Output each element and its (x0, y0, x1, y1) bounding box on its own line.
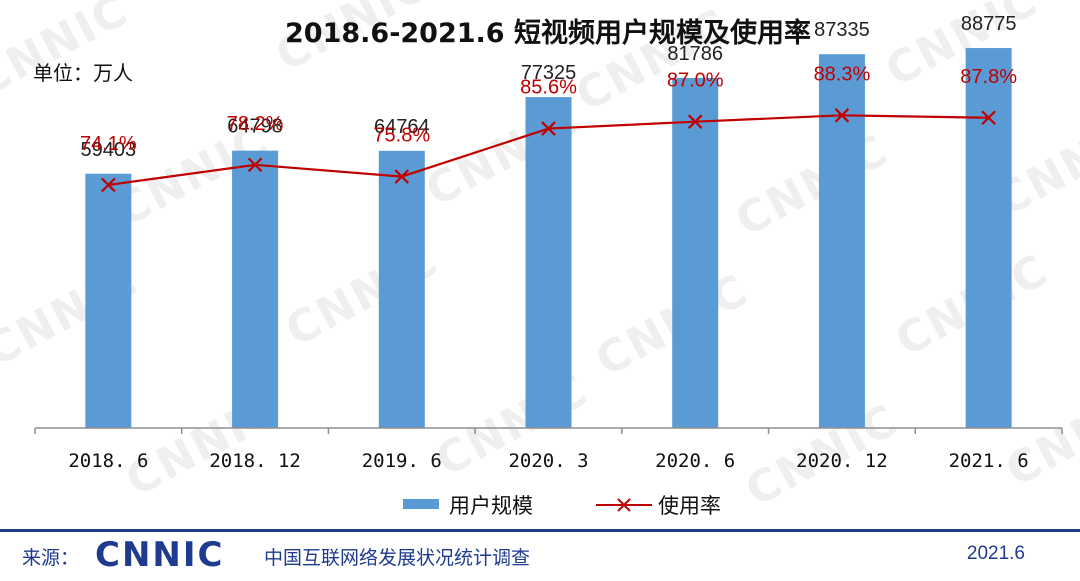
x-tick-label-6: 2021. 6 (949, 450, 1029, 472)
rate-value-label-6: 87.8% (960, 66, 1017, 88)
x-tick-label-5: 2020. 12 (796, 450, 888, 472)
bar-users-1 (232, 150, 279, 429)
bar-users-6 (965, 48, 1012, 428)
legend-swatch-users (403, 499, 439, 509)
bar-users-3 (525, 97, 572, 428)
bar-value-label-3: 77325 (521, 62, 577, 84)
bar-value-label-2: 64764 (374, 116, 430, 138)
rate-marker-2 (394, 169, 410, 184)
bar-value-label-1: 64798 (227, 116, 283, 138)
bar-value-label-4: 81786 (667, 43, 723, 65)
rate-value-label-3: 85.6% (520, 77, 577, 99)
rate-marker-4 (687, 114, 703, 129)
legend-label-rate: 使用率 (658, 494, 721, 518)
bar-users-2 (378, 150, 425, 429)
rate-marker-3 (541, 121, 556, 136)
rate-marker-5 (834, 108, 850, 123)
chart-title: 2018.6-2021.6 短视频用户规模及使用率 (285, 17, 811, 49)
bar-value-label-0: 59403 (81, 139, 137, 161)
unit-label: 单位：万人 (33, 61, 133, 85)
bar-users-5 (818, 54, 865, 428)
bar-users-0 (85, 173, 132, 428)
rate-value-label-0: 74.1% (80, 133, 137, 155)
bar-value-label-5: 87335 (814, 19, 870, 41)
legend: 用户规模 使用率 (403, 494, 721, 518)
footer-divider (0, 529, 1080, 532)
source-label: 来源： (22, 547, 80, 569)
rate-value-label-4: 87.0% (667, 70, 724, 92)
x-tick-label-4: 2020. 6 (655, 450, 735, 472)
rate-value-label-2: 75.8% (373, 125, 430, 147)
rate-value-label-5: 88.3% (814, 63, 871, 85)
bar-users-4 (672, 77, 719, 428)
rate-marker-6 (981, 110, 996, 126)
footer: 来源： CNNIC 中国互联网络发展状况统计调查 2021.6 (0, 532, 1080, 581)
bar-value-label-6: 88775 (961, 13, 1017, 35)
legend-marker-rate (617, 498, 631, 512)
rate-value-label-1: 78.2% (227, 113, 284, 135)
x-tick-label-0: 2018. 6 (68, 450, 148, 472)
x-tick-label-2: 2019. 6 (362, 450, 442, 472)
footer-date: 2021.6 (966, 543, 1025, 564)
rate-marker-0 (101, 177, 116, 193)
organization-name: 中国互联网络发展状况统计调查 (264, 547, 531, 569)
x-tick-label-3: 2020. 3 (508, 450, 588, 472)
legend-label-users: 用户规模 (449, 494, 533, 518)
cnnic-logo: CNNIC (95, 535, 225, 575)
chart: 2018.6-2021.6 短视频用户规模及使用率 单位：万人 59403 647… (33, 13, 1063, 518)
rate-marker-1 (247, 157, 263, 173)
x-tick-label-1: 2018. 12 (209, 450, 301, 472)
